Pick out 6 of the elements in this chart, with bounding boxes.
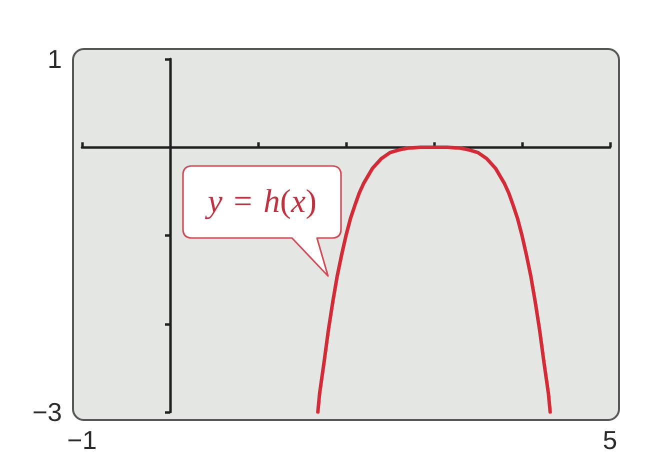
line-series bbox=[316, 146, 552, 414]
y-tick-label: 1 bbox=[48, 44, 62, 74]
y-tick-label: −3 bbox=[32, 397, 62, 427]
x-tick-label: 5 bbox=[602, 425, 618, 455]
annotation: y = h(x) bbox=[208, 184, 317, 220]
x-tick-label: −1 bbox=[67, 425, 97, 455]
